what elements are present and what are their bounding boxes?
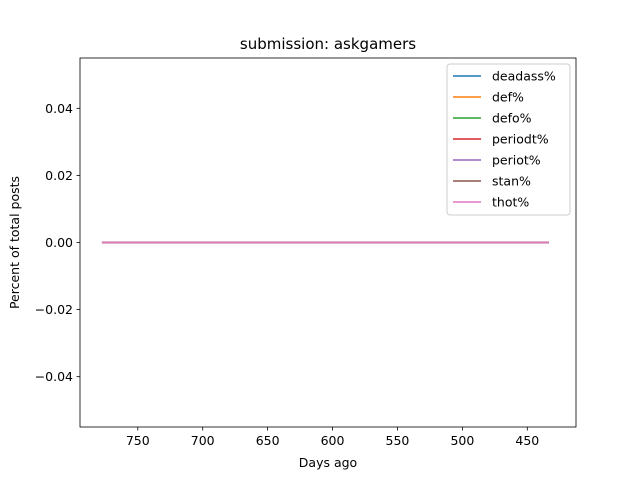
legend-label-0: deadass% xyxy=(492,69,556,84)
legend-box xyxy=(446,63,571,216)
x-tick-label-1: 700 xyxy=(191,433,215,448)
x-tick-label-4: 550 xyxy=(386,433,410,448)
legend-label-6: thot% xyxy=(492,195,529,210)
x-tick-label-6: 450 xyxy=(515,433,539,448)
legend-label-4: periot% xyxy=(492,153,541,168)
y-axis-ticks: −0.04 −0.02 0.00 0.02 0.04 xyxy=(35,101,80,384)
y-tick-label-3: 0.02 xyxy=(45,168,73,183)
y-axis-label: Percent of total posts xyxy=(7,176,22,309)
legend-label-2: defo% xyxy=(492,111,532,126)
x-tick-label-2: 650 xyxy=(256,433,280,448)
x-tick-label-3: 600 xyxy=(321,433,345,448)
y-tick-label-1: −0.02 xyxy=(35,302,73,317)
y-tick-label-2: 0.00 xyxy=(45,235,73,250)
legend-items: deadass% def% defo% periodt% periot% stan% tho… xyxy=(453,69,556,210)
legend-label-3: periodt% xyxy=(492,132,549,147)
y-tick-label-0: −0.04 xyxy=(35,369,73,384)
legend: deadass% def% defo% periodt% periot% stan% tho… xyxy=(446,63,571,216)
x-tick-label-0: 750 xyxy=(126,433,150,448)
chart-title: submission: askgamers xyxy=(240,35,416,53)
legend-label-5: stan% xyxy=(492,174,531,189)
y-tick-label-4: 0.04 xyxy=(45,101,73,116)
x-axis-ticks: 750 700 650 600 550 500 450 xyxy=(126,427,539,448)
x-axis-label: Days ago xyxy=(299,455,357,470)
x-tick-label-5: 500 xyxy=(450,433,474,448)
legend-label-1: def% xyxy=(492,90,524,105)
